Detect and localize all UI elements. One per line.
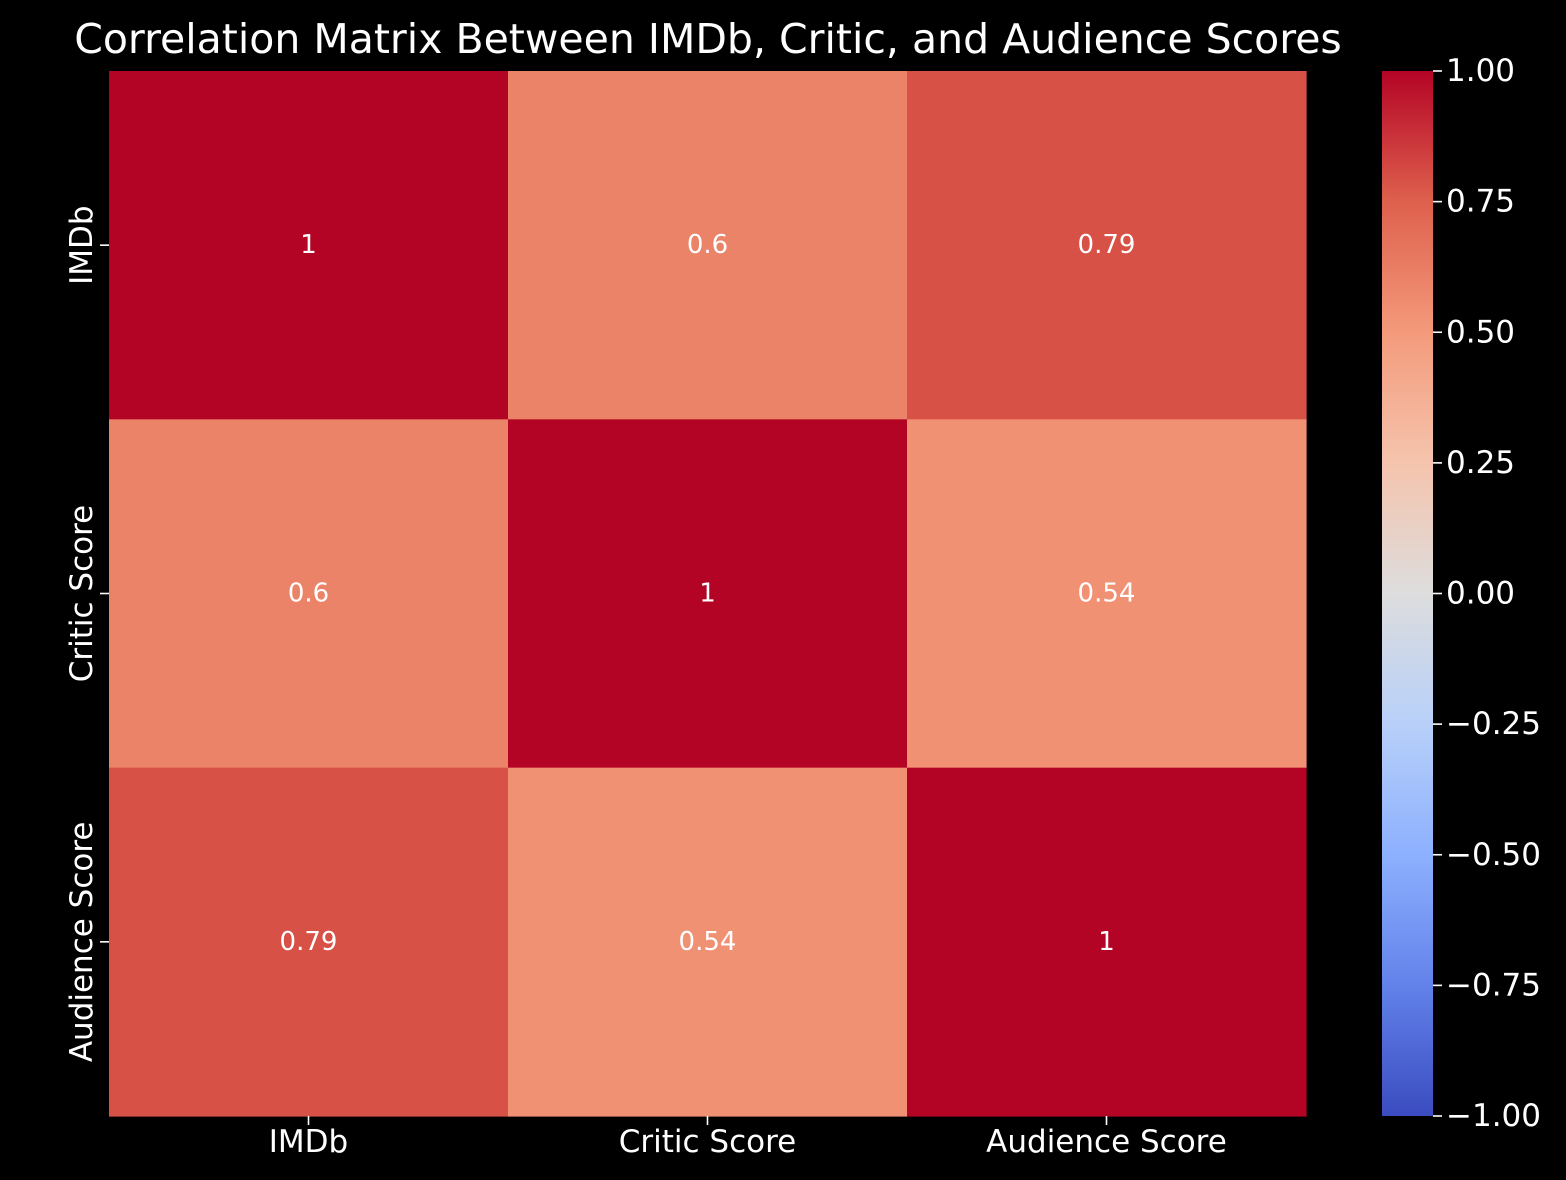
heatmap-cell-r2-c0 [109,767,509,1117]
x-tick-label: IMDb [269,1124,348,1160]
colorbar-tick-label: 1.00 [1446,53,1515,89]
cell-value-label-r0-c0: 1 [300,230,317,260]
cell-value-label-r1-c0: 0.6 [288,579,329,609]
colorbar: 1.00 0.75 0.50 0.25 0.00 −0.25 −0.50 −0.75 −1.00 [1382,53,1541,1134]
y-tick-label: IMDb [64,205,100,284]
heatmap-cell-r0-c1 [508,71,908,420]
heatmap-cell-r2-c1 [508,767,908,1117]
cell-value-label-r2-c1: 0.54 [679,927,737,957]
heatmap-cell-labels: 1 0.6 0.79 0.6 1 0.54 0.79 0.54 1 [280,230,1136,957]
chart-title: Correlation Matrix Between IMDb, Critic,… [74,15,1342,63]
heatmap-cell-r0-c2 [907,71,1307,420]
x-axis: IMDb Critic Score Audience Score [269,1116,1227,1160]
heatmap-cell-r1-c2 [907,419,1307,769]
colorbar-gradient [1382,71,1433,1116]
colorbar-tick-label: 0.75 [1446,184,1515,220]
colorbar-tick-label: 0.00 [1446,576,1515,612]
cell-value-label-r2-c0: 0.79 [280,927,338,957]
cell-value-label-r0-c2: 0.79 [1078,230,1136,260]
heatmap-cell-r1-c1 [508,419,908,769]
colorbar-tick-label: 0.50 [1446,314,1515,350]
y-axis: IMDb Critic Score Audience Score [64,205,109,1062]
colorbar-tick-label: 0.25 [1446,445,1515,481]
heatmap-cell-r0-c0 [109,71,509,420]
y-tick-label: Audience Score [64,821,100,1062]
heatmap-cell-r1-c0 [109,419,509,769]
colorbar-tick-label: −0.25 [1446,706,1541,742]
x-tick-label: Critic Score [619,1124,797,1160]
colorbar-tick-label: −0.50 [1446,837,1541,873]
cell-value-label-r1-c1: 1 [699,579,716,609]
colorbar-tick-label: −0.75 [1446,967,1541,1003]
cell-value-label-r0-c1: 0.6 [687,230,728,260]
heatmap-cells [109,71,1307,1117]
heatmap-cell-r2-c2 [907,767,1307,1117]
colorbar-tick-label: −1.00 [1446,1098,1541,1134]
x-tick-label: Audience Score [986,1124,1227,1160]
y-tick-label: Critic Score [64,505,100,683]
cell-value-label-r2-c2: 1 [1098,927,1115,957]
cell-value-label-r1-c2: 0.54 [1078,579,1136,609]
